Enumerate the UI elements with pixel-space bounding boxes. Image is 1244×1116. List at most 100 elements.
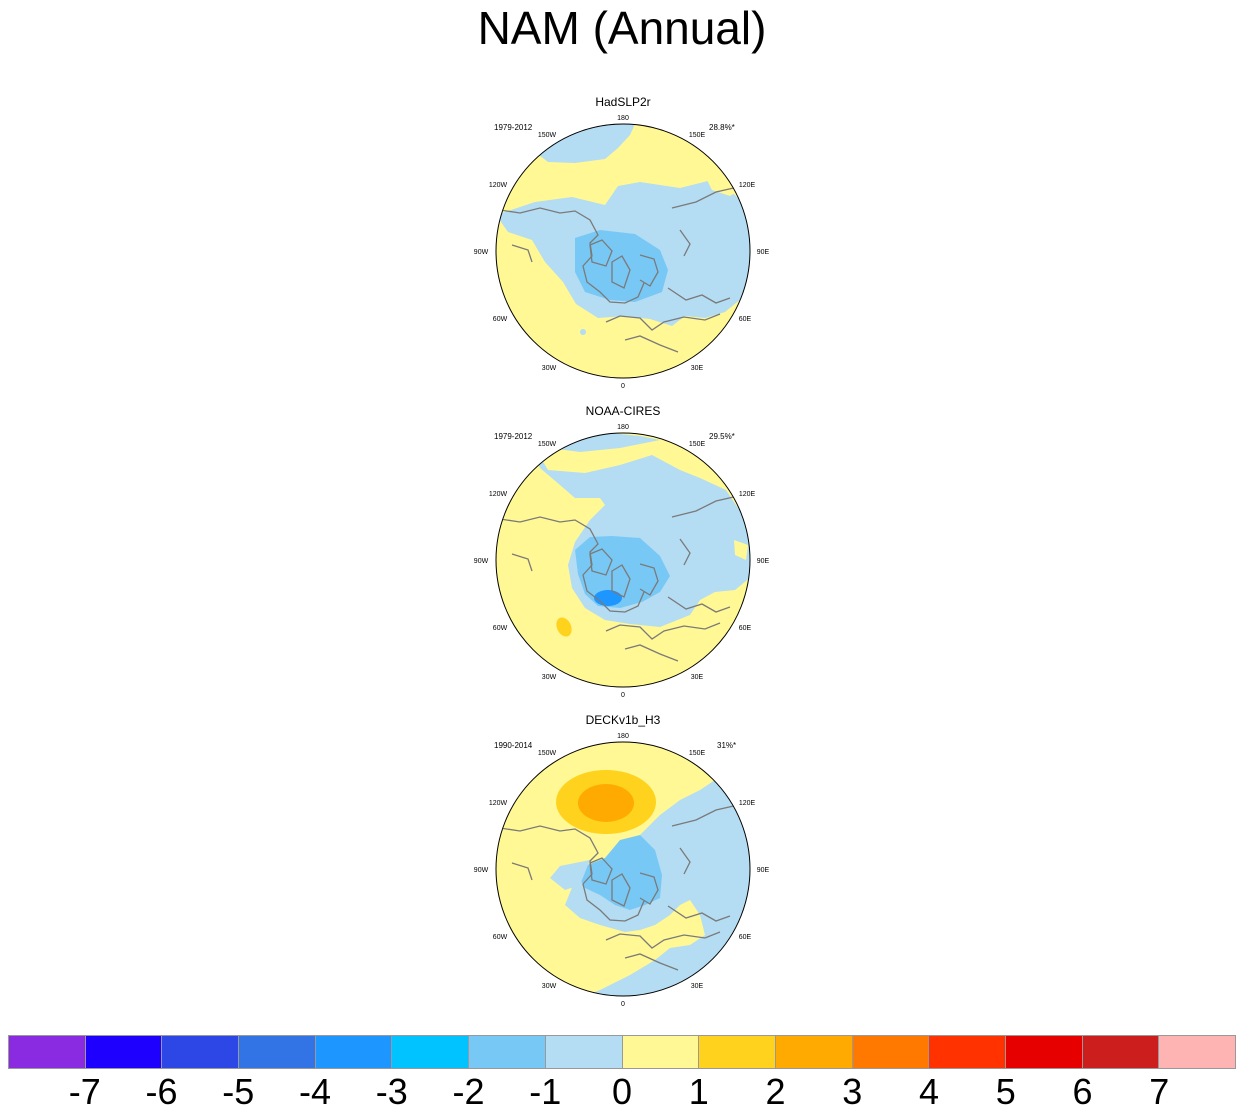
panel-title: DECKv1b_H3: [586, 713, 661, 727]
colorbar-swatch: [9, 1036, 86, 1068]
colorbar-swatch: [622, 1036, 700, 1068]
colorbar-swatch: [929, 1036, 1006, 1068]
colorbar-tick-label: 7: [1149, 1071, 1170, 1112]
colorbar-swatch: [852, 1036, 930, 1068]
svg-text:30E: 30E: [691, 983, 704, 990]
panel-title: NOAA-CIRES: [586, 404, 661, 418]
colorbar-swatch: [162, 1036, 240, 1068]
svg-text:120W: 120W: [489, 182, 508, 189]
svg-text:120E: 120E: [739, 491, 756, 498]
map-panel-deckv1b-h3: DECKv1b_H3 1990-2014 31%* 180 150E: [474, 713, 770, 1008]
colorbar-swatch: [469, 1036, 546, 1068]
svg-text:120E: 120E: [739, 800, 756, 807]
contour-plus1-siberia: [734, 540, 748, 560]
colorbar-swatch: [699, 1036, 776, 1068]
svg-text:60W: 60W: [493, 934, 508, 941]
svg-text:30W: 30W: [542, 674, 557, 681]
svg-text:120E: 120E: [739, 182, 756, 189]
svg-text:30E: 30E: [691, 674, 704, 681]
svg-text:150E: 150E: [689, 132, 706, 139]
colorbar-swatch: [392, 1036, 470, 1068]
svg-text:0: 0: [621, 1001, 625, 1008]
colorbar-tick-label: 1: [688, 1071, 709, 1112]
svg-text:120W: 120W: [489, 491, 508, 498]
colorbar-tick-label: 0: [611, 1071, 633, 1112]
svg-text:150W: 150W: [538, 750, 557, 757]
svg-text:30E: 30E: [691, 365, 704, 372]
contour-minus3-core: [594, 590, 622, 606]
contour-minus2-arctic: [575, 835, 662, 910]
panel-period: 1979-2012: [494, 432, 533, 441]
contour-minus2-arctic: [575, 230, 668, 302]
contour-minus2-arctic: [575, 536, 670, 608]
panel-title: HadSLP2r: [595, 95, 650, 109]
colorbar-tick-label: -1: [529, 1071, 562, 1112]
svg-text:60W: 60W: [493, 316, 508, 323]
svg-text:0: 0: [621, 692, 625, 699]
figure-title: NAM (Annual): [477, 2, 767, 54]
panel-variance: 29.5%*: [709, 432, 735, 441]
svg-text:60E: 60E: [739, 625, 752, 632]
svg-text:90W: 90W: [474, 867, 489, 874]
svg-text:0: 0: [621, 383, 625, 390]
coastlines: [499, 804, 739, 971]
colorbar-swatch: [545, 1036, 623, 1068]
svg-text:90W: 90W: [474, 558, 489, 565]
coastlines: [499, 495, 739, 662]
colorbar-tick-label: 2: [765, 1071, 786, 1112]
svg-text:120W: 120W: [489, 800, 508, 807]
svg-text:150E: 150E: [689, 750, 706, 757]
colorbar-swatch: [1082, 1036, 1160, 1068]
svg-text:30W: 30W: [542, 983, 557, 990]
colorbar: [8, 1035, 1236, 1069]
contour-plus3-core: [578, 784, 634, 822]
svg-text:180: 180: [617, 424, 629, 431]
colorbar-tick-label: 5: [995, 1071, 1016, 1112]
svg-text:150E: 150E: [689, 441, 706, 448]
panel-period: 1979-2012: [494, 123, 533, 132]
colorbar-tick-label: 3: [842, 1071, 863, 1112]
polar-maps-figure: HadSLP2r 1979-2012 28.8%* 180 150E: [474, 95, 770, 1008]
colorbar-tick-label: -3: [375, 1071, 408, 1112]
map-boundary: [495, 123, 751, 379]
panel-variance: 28.8%*: [709, 123, 735, 132]
map-boundary: [495, 741, 751, 997]
map-panel-hadslp2r: HadSLP2r 1979-2012 28.8%* 180 150E: [474, 95, 770, 390]
contour-minus1-canada: [550, 860, 590, 890]
coastlines: [499, 186, 739, 353]
longitude-labels: 180 150E 120E 90E 60E 30E 0 30W 60W 90W …: [474, 424, 770, 699]
svg-text:90E: 90E: [757, 867, 770, 874]
longitude-labels: 180 150E 120E 90E 60E 30E 0 30W 60W 90W …: [474, 115, 770, 390]
colorbar-swatch: [85, 1036, 163, 1068]
colorbar-swatch: [239, 1036, 316, 1068]
longitude-labels: 180 150E 120E 90E 60E 30E 0 30W 60W 90W …: [474, 733, 770, 1008]
colorbar-tick-label: -4: [298, 1071, 332, 1112]
colorbar-swatch: [1005, 1036, 1083, 1068]
contour-plus2-atlantic: [556, 617, 572, 637]
svg-text:180: 180: [617, 115, 629, 122]
svg-text:60W: 60W: [493, 625, 508, 632]
contour-minus1-spot: [580, 329, 586, 335]
colorbar-tick-label: -5: [222, 1071, 255, 1112]
svg-text:150W: 150W: [538, 441, 557, 448]
colorbar-swatch: [315, 1036, 393, 1068]
map-boundary: [495, 432, 751, 688]
svg-text:90E: 90E: [757, 249, 770, 256]
colorbar-swatch: [1159, 1036, 1235, 1068]
colorbar-tick-label: 4: [918, 1071, 940, 1112]
svg-text:150W: 150W: [538, 132, 557, 139]
panel-period: 1990-2014: [494, 741, 533, 750]
colorbar-tick-label: -2: [452, 1071, 485, 1112]
svg-text:60E: 60E: [739, 934, 752, 941]
panel-variance: 31%*: [717, 741, 736, 750]
svg-text:180: 180: [617, 733, 629, 740]
svg-text:90W: 90W: [474, 249, 489, 256]
colorbar-swatch: [775, 1036, 853, 1068]
colorbar-tick-label: 6: [1072, 1071, 1093, 1112]
svg-text:60E: 60E: [739, 316, 752, 323]
map-panel-noaa-cires: NOAA-CIRES 1979-2012 29.5%* 180: [474, 404, 770, 699]
colorbar-tick-label: -6: [145, 1071, 178, 1112]
colorbar-tick-label: -7: [68, 1071, 101, 1112]
svg-text:30W: 30W: [542, 365, 557, 372]
svg-text:90E: 90E: [757, 558, 770, 565]
